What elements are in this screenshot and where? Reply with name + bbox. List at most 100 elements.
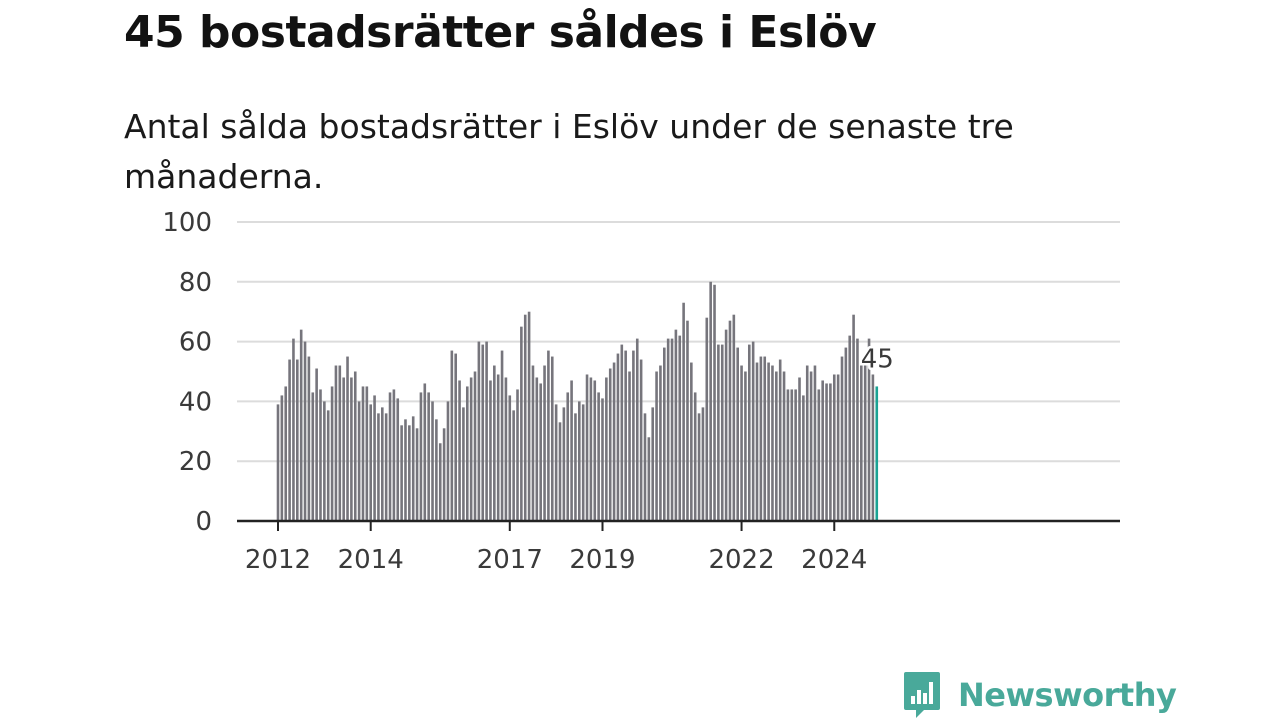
- bar: [628, 371, 631, 521]
- bar: [384, 413, 388, 521]
- y-tick-label: 80: [179, 268, 212, 298]
- x-tick-label: 2019: [569, 545, 635, 575]
- bar: [589, 377, 593, 521]
- bar: [686, 320, 689, 521]
- bar: [496, 374, 500, 521]
- bar: [334, 365, 338, 521]
- bar: [651, 407, 655, 521]
- bar: [508, 395, 512, 521]
- bar: [863, 365, 867, 521]
- bar: [427, 392, 430, 521]
- bar: [323, 401, 326, 521]
- bar: [767, 362, 770, 521]
- bar: [794, 389, 797, 521]
- y-tick-label: 60: [179, 328, 212, 358]
- bar: [821, 380, 824, 521]
- bar: [315, 368, 318, 521]
- bar: [527, 311, 531, 521]
- bar: [319, 389, 322, 521]
- bar: [570, 380, 573, 521]
- bar: [840, 356, 844, 521]
- bar: [813, 365, 817, 521]
- bar: [852, 314, 855, 521]
- bar: [396, 398, 400, 521]
- bar: [597, 392, 600, 521]
- bar: [550, 356, 554, 521]
- chart-title: 45 bostadsrätter såldes i Eslöv: [124, 7, 877, 58]
- bar: [373, 395, 376, 521]
- x-tick-label: 2012: [245, 545, 311, 575]
- bar: [400, 425, 403, 521]
- bar: [632, 350, 635, 521]
- bar: [717, 344, 720, 521]
- bar: [284, 386, 288, 521]
- bar: [844, 347, 848, 521]
- bar: [736, 347, 739, 521]
- brand-name: Newsworthy: [958, 676, 1177, 714]
- bar: [755, 362, 759, 521]
- bar: [423, 383, 427, 521]
- bar: [581, 404, 585, 521]
- bar: [655, 371, 658, 521]
- bar: [659, 365, 662, 521]
- annotations: 45: [858, 342, 896, 377]
- highlight-value-label: 45: [861, 344, 894, 374]
- bar: [728, 320, 732, 521]
- bar: [369, 404, 373, 521]
- y-tick-label: 20: [179, 447, 212, 477]
- bar: [620, 344, 624, 521]
- bar: [786, 389, 790, 521]
- bar: [489, 380, 492, 521]
- bar: [566, 392, 570, 521]
- newsworthy-logo: Newsworthy: [902, 670, 1177, 720]
- bar: [740, 365, 743, 521]
- bar: [462, 407, 465, 521]
- bar: [693, 392, 697, 521]
- bar: [292, 338, 295, 521]
- bar: [608, 368, 612, 521]
- bar: [802, 395, 805, 521]
- bar: [682, 302, 685, 521]
- bar: [357, 401, 361, 521]
- bar: [624, 350, 627, 521]
- bar: [465, 386, 469, 521]
- bar: [643, 413, 647, 521]
- bar: [744, 371, 747, 521]
- bar: [516, 389, 519, 521]
- bar: [666, 338, 670, 521]
- bar: [705, 317, 709, 521]
- x-axis: [237, 519, 1120, 531]
- bar: [635, 338, 639, 521]
- bar: [342, 377, 345, 521]
- chart-subtitle: Antal sålda bostadsrätter i Eslöv under …: [124, 107, 1014, 196]
- bar: [353, 371, 357, 521]
- bar: [817, 389, 821, 521]
- bar: [481, 344, 485, 521]
- bar: [775, 371, 778, 521]
- bar: [554, 404, 558, 521]
- bar: [790, 389, 794, 521]
- bar: [782, 371, 786, 521]
- bar: [500, 350, 504, 521]
- bar: [558, 422, 562, 521]
- bar: [408, 425, 411, 521]
- bar: [805, 365, 809, 521]
- bar: [674, 329, 678, 521]
- bar: [388, 392, 392, 521]
- bar-chart: 0 20 40 60 80 100 2012 2014 2017 2019 2022 2024 45: [162, 208, 1120, 575]
- bar: [520, 326, 523, 521]
- bar: [547, 350, 550, 521]
- bar: [469, 377, 473, 521]
- bar: [697, 413, 701, 521]
- bar: [361, 386, 365, 521]
- newsworthy-logo-icon: [904, 672, 940, 718]
- x-tick-label: 2017: [477, 545, 543, 575]
- bar: [535, 377, 539, 521]
- bar: [438, 443, 442, 521]
- bar: [442, 428, 446, 521]
- bar: [848, 335, 852, 521]
- bar: [311, 392, 315, 521]
- bar: [512, 410, 515, 521]
- bar: [330, 386, 334, 521]
- bars: [276, 281, 879, 521]
